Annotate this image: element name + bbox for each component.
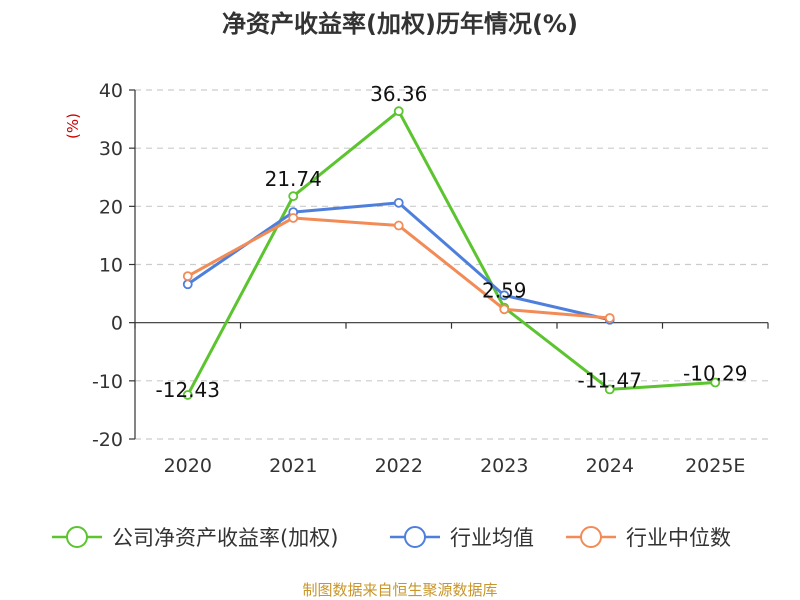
series-line-1 [186,201,611,322]
x-tick-label-2022: 2022 [375,455,423,477]
y-tick-label-30: 30 [99,138,123,160]
chart-title: 净资产收益率(加权)历年情况(%) [222,10,578,38]
series-0-point-2022 [393,106,404,117]
legend-marker-0 [66,526,88,548]
y-tick-label--20: -20 [92,429,123,451]
x-tick-label-2023: 2023 [480,455,528,477]
series-line-2 [187,216,610,320]
data-label-2022: 36.36 [370,82,427,106]
axes: 40 30 20 10 0 -10 -20 2020 2021 2022 2023 2024 2025E [92,80,769,477]
legend-marker-2 [580,526,602,548]
legend-label-2: 行业中位数 [626,526,731,550]
legend-marker-1 [404,526,426,548]
series-0-point-2021 [288,191,299,202]
series-line-0 [186,109,716,396]
legend: 公司净资产收益率(加权) 行业均值 行业中位数 [52,526,731,550]
series-2-point-2022 [393,220,404,231]
data-label-2023: 2.59 [482,279,527,303]
series-0-point-2025E [710,377,721,388]
source-note: 制图数据来自恒生聚源数据库 [302,581,497,599]
series-1-point-2023 [499,290,510,301]
y-axis-unit-label: (%) [64,113,82,139]
y-tick-label-10: 10 [99,255,123,277]
series-0-point-2020 [182,390,193,400]
x-tick-label-2021: 2021 [269,455,317,477]
series-1-point-2020 [182,279,193,290]
series-1-point-2022 [393,197,404,208]
data-label-2025E: -10.29 [683,362,747,386]
y-tick-label--10: -10 [92,371,123,393]
x-tick-label-2025E: 2025E [685,455,745,477]
y-tick-label-40: 40 [99,80,123,102]
y-tick-label-20: 20 [99,196,123,218]
data-labels: -12.43 21.74 36.36 2.59 -11.47 -10.29 [156,82,748,402]
series-2-point-2020 [182,271,193,282]
y-tick-label-0: 0 [111,313,123,335]
x-tick-label-2020: 2020 [164,455,212,477]
series-2-point-2021 [288,213,299,223]
series-lines [182,106,721,400]
series-2-point-2023 [499,304,510,315]
x-tick-label-2024: 2024 [586,455,634,477]
series-2-point-2024 [604,313,615,323]
series-0-point-2024 [604,384,615,395]
legend-label-1: 行业均值 [450,526,534,550]
data-label-2024: -11.47 [578,368,642,392]
legend-label-0: 公司净资产收益率(加权) [112,526,338,550]
data-label-2020: -12.43 [156,378,220,402]
data-label-2021: 21.74 [265,167,322,191]
